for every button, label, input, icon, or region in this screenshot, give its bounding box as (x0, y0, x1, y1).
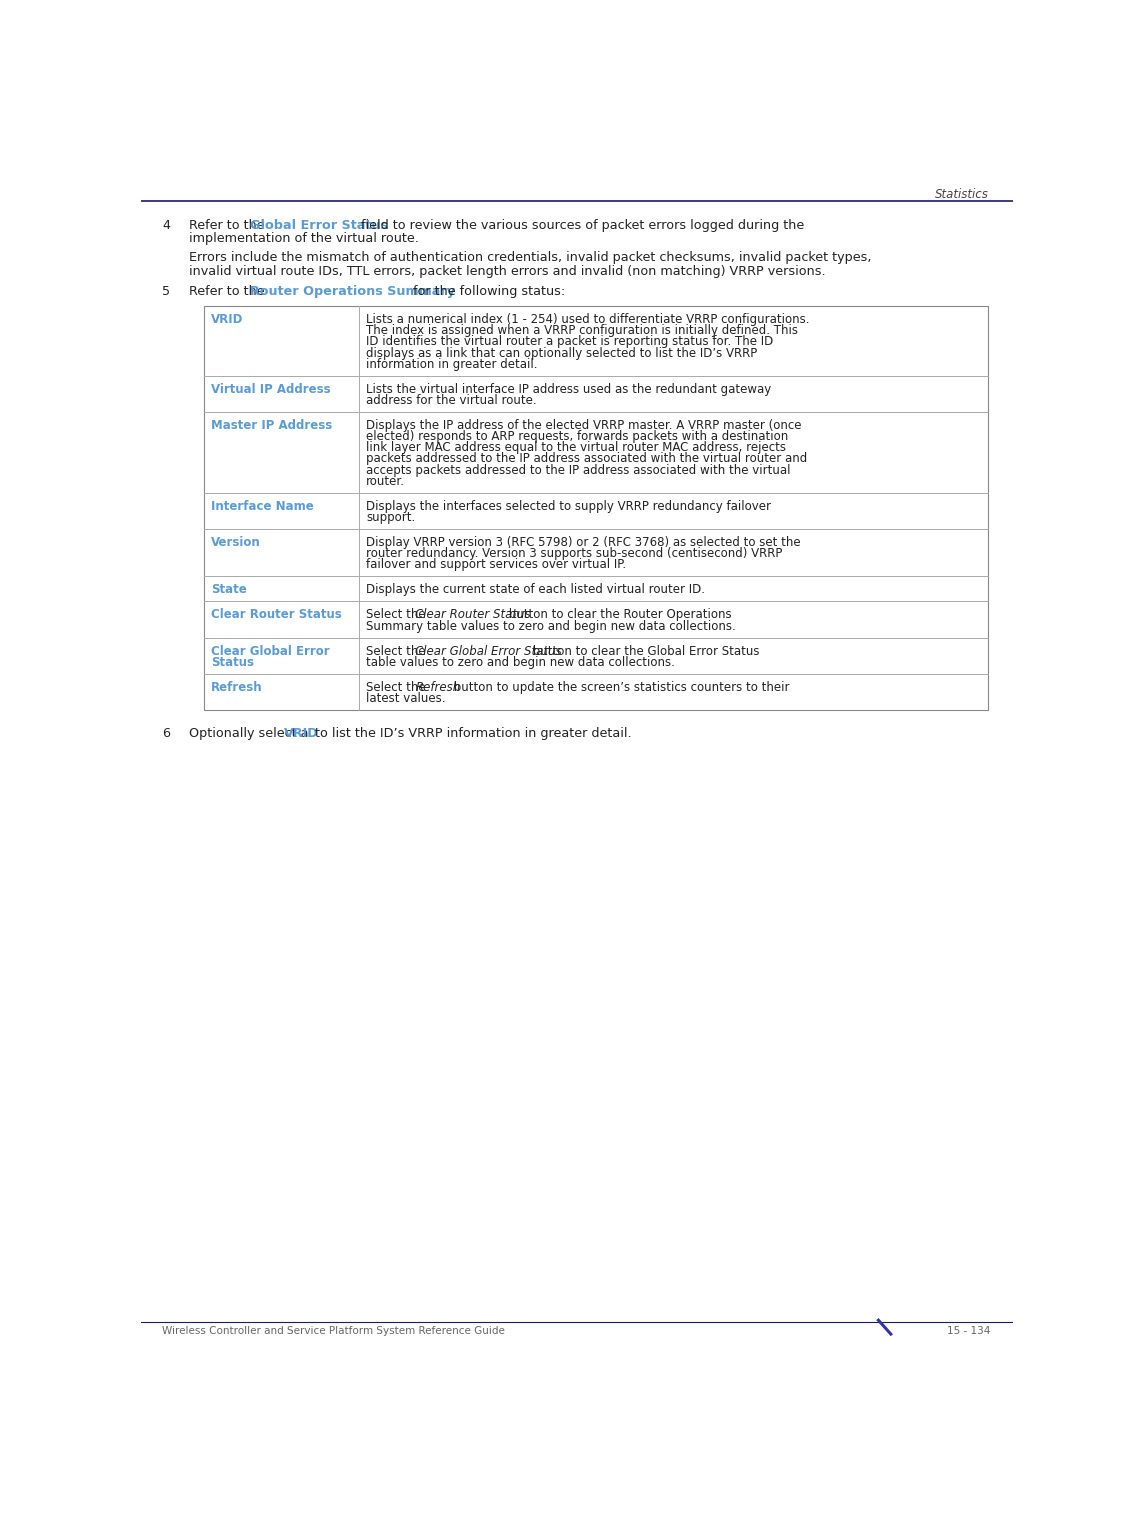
Text: VRID: VRID (285, 727, 320, 739)
Text: 5: 5 (162, 285, 171, 299)
Text: Statistics: Statistics (935, 188, 989, 202)
Text: Lists the virtual interface IP address used as the redundant gateway: Lists the virtual interface IP address u… (366, 383, 772, 396)
Text: Refresh: Refresh (415, 680, 460, 694)
Text: accepts packets addressed to the IP address associated with the virtual: accepts packets addressed to the IP addr… (366, 463, 791, 477)
Text: 6: 6 (162, 727, 170, 739)
Text: Select the: Select the (366, 680, 430, 694)
Text: invalid virtual route IDs, TTL errors, packet length errors and invalid (non mat: invalid virtual route IDs, TTL errors, p… (189, 264, 826, 278)
Text: Clear Global Error: Clear Global Error (212, 645, 330, 657)
Text: Select the: Select the (366, 609, 430, 621)
Text: Virtual IP Address: Virtual IP Address (212, 383, 331, 396)
Text: failover and support services over virtual IP.: failover and support services over virtu… (366, 559, 627, 571)
Text: Interface Name: Interface Name (212, 499, 314, 513)
Text: Summary table values to zero and begin new data collections.: Summary table values to zero and begin n… (366, 619, 736, 633)
Text: State: State (212, 583, 246, 597)
Text: Displays the current state of each listed virtual router ID.: Displays the current state of each liste… (366, 583, 705, 597)
Text: button to clear the Global Error Status: button to clear the Global Error Status (529, 645, 759, 657)
Bar (204, 307, 988, 710)
Text: button to update the screen’s statistics counters to their: button to update the screen’s statistics… (450, 680, 790, 694)
Text: Clear Global Error Status: Clear Global Error Status (415, 645, 561, 657)
Text: packets addressed to the IP address associated with the virtual router and: packets addressed to the IP address asso… (366, 452, 808, 466)
Text: Displays the IP address of the elected VRRP master. A VRRP master (once: Displays the IP address of the elected V… (366, 419, 802, 433)
Text: Clear Router Status: Clear Router Status (212, 609, 342, 621)
Text: Refer to the: Refer to the (189, 285, 268, 299)
Text: elected) responds to ARP requests, forwards packets with a destination: elected) responds to ARP requests, forwa… (366, 430, 789, 443)
Text: Router Operations Summary: Router Operations Summary (251, 285, 456, 299)
Text: Clear Router Status: Clear Router Status (415, 609, 531, 621)
Text: VRID: VRID (212, 313, 243, 326)
Text: 4: 4 (162, 219, 170, 232)
Text: Optionally select a: Optionally select a (189, 727, 312, 739)
Text: ID identifies the virtual router a packet is reporting status for. The ID: ID identifies the virtual router a packe… (366, 335, 773, 349)
Text: Display VRRP version 3 (RFC 5798) or 2 (RFC 3768) as selected to set the: Display VRRP version 3 (RFC 5798) or 2 (… (366, 536, 801, 550)
Text: router redundancy. Version 3 supports sub-second (centisecond) VRRP: router redundancy. Version 3 supports su… (366, 546, 783, 560)
Text: Version: Version (212, 536, 261, 550)
Text: link layer MAC address equal to the virtual router MAC address, rejects: link layer MAC address equal to the virt… (366, 442, 786, 454)
Text: Master IP Address: Master IP Address (212, 419, 332, 433)
Text: Wireless Controller and Service Platform System Reference Guide: Wireless Controller and Service Platform… (162, 1327, 505, 1336)
Text: The index is assigned when a VRRP configuration is initially defined. This: The index is assigned when a VRRP config… (366, 325, 798, 337)
Text: Global Error Status: Global Error Status (251, 219, 388, 232)
Text: Lists a numerical index (1 - 254) used to differentiate VRRP configurations.: Lists a numerical index (1 - 254) used t… (366, 313, 810, 326)
Text: Errors include the mismatch of authentication credentials, invalid packet checks: Errors include the mismatch of authentic… (189, 252, 871, 264)
Text: latest values.: latest values. (366, 692, 446, 704)
Text: Refresh: Refresh (212, 680, 263, 694)
Text: to list the ID’s VRRP information in greater detail.: to list the ID’s VRRP information in gre… (312, 727, 632, 739)
Text: for the following status:: for the following status: (410, 285, 566, 299)
Text: information in greater detail.: information in greater detail. (366, 358, 538, 370)
Text: support.: support. (366, 512, 415, 524)
Text: Displays the interfaces selected to supply VRRP redundancy failover: Displays the interfaces selected to supp… (366, 499, 771, 513)
Text: Refer to the: Refer to the (189, 219, 268, 232)
Text: Select the: Select the (366, 645, 430, 657)
Text: table values to zero and begin new data collections.: table values to zero and begin new data … (366, 656, 675, 669)
Text: router.: router. (366, 475, 405, 487)
Text: Status: Status (212, 656, 254, 669)
Text: button to clear the Router Operations: button to clear the Router Operations (505, 609, 731, 621)
Text: field to review the various sources of packet errors logged during the: field to review the various sources of p… (358, 219, 804, 232)
Text: displays as a link that can optionally selected to list the ID’s VRRP: displays as a link that can optionally s… (366, 346, 757, 360)
Text: implementation of the virtual route.: implementation of the virtual route. (189, 232, 418, 246)
Text: 15 - 134: 15 - 134 (947, 1327, 991, 1336)
Text: address for the virtual route.: address for the virtual route. (366, 393, 537, 407)
